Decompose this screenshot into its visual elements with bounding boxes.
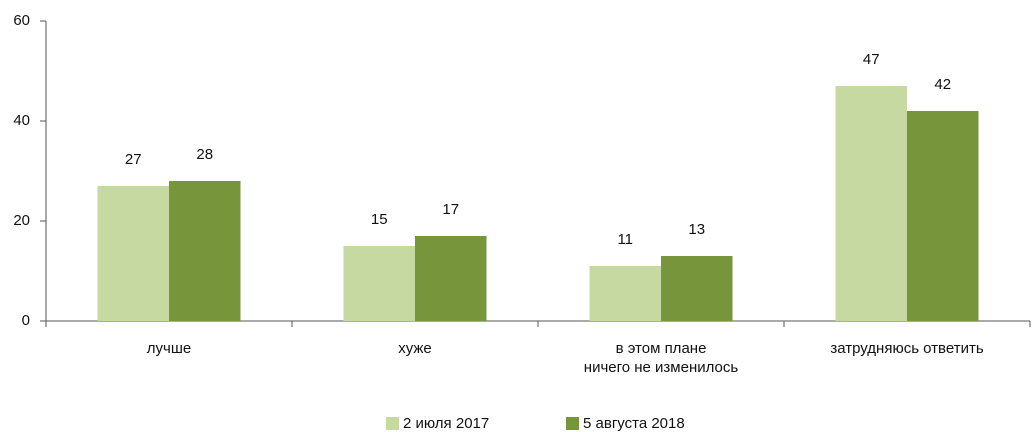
data-label: 42 — [934, 76, 951, 93]
bar — [589, 266, 661, 321]
data-label: 13 — [688, 221, 705, 238]
legend-label: 2 июля 2017 — [403, 415, 489, 432]
x-tick-label: в этом плане ничего не изменилось — [584, 340, 739, 376]
bar — [835, 86, 907, 321]
data-label: 11 — [617, 231, 633, 248]
bar — [907, 111, 979, 321]
legend-label: 5 августа 2018 — [583, 415, 685, 432]
bar — [661, 256, 733, 321]
y-tick-label: 0 — [22, 312, 30, 329]
x-tick-label-line: ничего не изменилось — [584, 359, 739, 376]
y-tick-label: 40 — [13, 112, 30, 129]
x-tick-label-line: затрудняюсь ответить — [830, 340, 983, 357]
bar — [343, 246, 415, 321]
data-label: 47 — [863, 51, 880, 68]
legend-swatch — [566, 417, 579, 430]
bar — [97, 186, 169, 321]
x-tick-label-line: лучше — [147, 340, 191, 357]
x-tick-label: затрудняюсь ответить — [830, 340, 983, 357]
legend-swatch — [386, 417, 399, 430]
data-label: 28 — [196, 146, 213, 163]
bar — [415, 236, 487, 321]
bar — [169, 181, 241, 321]
x-tick-label-line: хуже — [398, 340, 432, 357]
y-tick-label: 60 — [13, 12, 30, 29]
x-tick-label: хуже — [398, 340, 432, 357]
x-tick-label: лучше — [147, 340, 191, 357]
y-tick-label: 20 — [13, 212, 30, 229]
x-tick-label-line: в этом плане — [616, 340, 707, 357]
data-label: 15 — [371, 211, 388, 228]
data-label: 27 — [125, 151, 142, 168]
data-label: 17 — [442, 201, 459, 218]
